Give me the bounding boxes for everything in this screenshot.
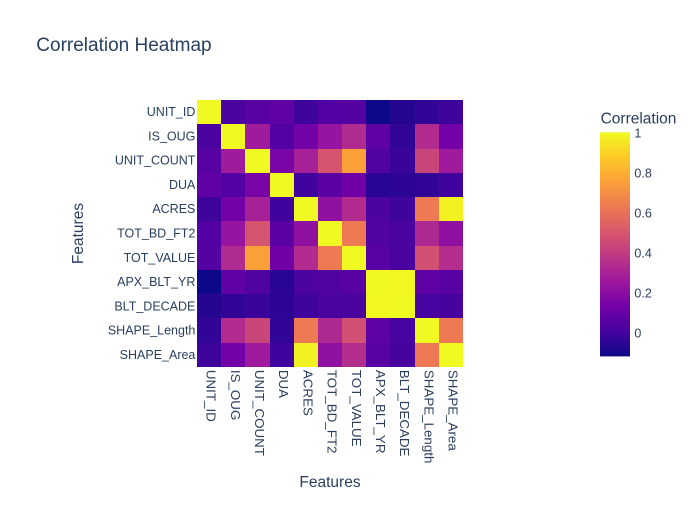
svg-text:APX_BLT_YR: APX_BLT_YR [373, 370, 388, 454]
svg-text:SHAPE_Area: SHAPE_Area [120, 348, 196, 362]
svg-text:IS_OUG: IS_OUG [148, 129, 195, 143]
svg-text:UNIT_COUNT: UNIT_COUNT [115, 154, 196, 168]
svg-text:DUA: DUA [169, 178, 196, 192]
svg-text:IS_OUG: IS_OUG [228, 370, 243, 420]
svg-text:Correlation: Correlation [601, 111, 677, 128]
svg-text:TOT_BD_FT2: TOT_BD_FT2 [117, 227, 195, 241]
svg-text:TOT_VALUE: TOT_VALUE [349, 370, 364, 447]
svg-text:UNIT_ID: UNIT_ID [147, 105, 196, 119]
svg-text:DUA: DUA [276, 370, 291, 398]
svg-text:TOT_VALUE: TOT_VALUE [124, 251, 196, 265]
svg-text:0.8: 0.8 [634, 166, 651, 180]
svg-text:0.4: 0.4 [634, 246, 651, 260]
svg-text:0.6: 0.6 [634, 206, 651, 220]
svg-text:Features: Features [299, 474, 360, 491]
svg-text:UNIT_ID: UNIT_ID [204, 370, 219, 422]
svg-text:TOT_BD_FT2: TOT_BD_FT2 [325, 370, 340, 454]
svg-text:UNIT_COUNT: UNIT_COUNT [252, 370, 267, 456]
svg-text:APX_BLT_YR: APX_BLT_YR [117, 275, 195, 289]
svg-text:0.2: 0.2 [634, 287, 651, 301]
svg-text:ACRES: ACRES [152, 202, 195, 216]
svg-text:BLT_DECADE: BLT_DECADE [114, 299, 195, 313]
svg-text:SHAPE_Length: SHAPE_Length [421, 370, 436, 463]
svg-text:1: 1 [634, 126, 641, 140]
svg-text:SHAPE_Length: SHAPE_Length [108, 324, 196, 338]
svg-text:Features: Features [70, 203, 87, 264]
svg-text:0: 0 [634, 327, 641, 341]
svg-text:ACRES: ACRES [300, 370, 315, 416]
svg-text:SHAPE_Area: SHAPE_Area [446, 370, 461, 451]
svg-text:BLT_DECADE: BLT_DECADE [397, 370, 412, 457]
svg-text:Correlation Heatmap: Correlation Heatmap [36, 35, 211, 56]
